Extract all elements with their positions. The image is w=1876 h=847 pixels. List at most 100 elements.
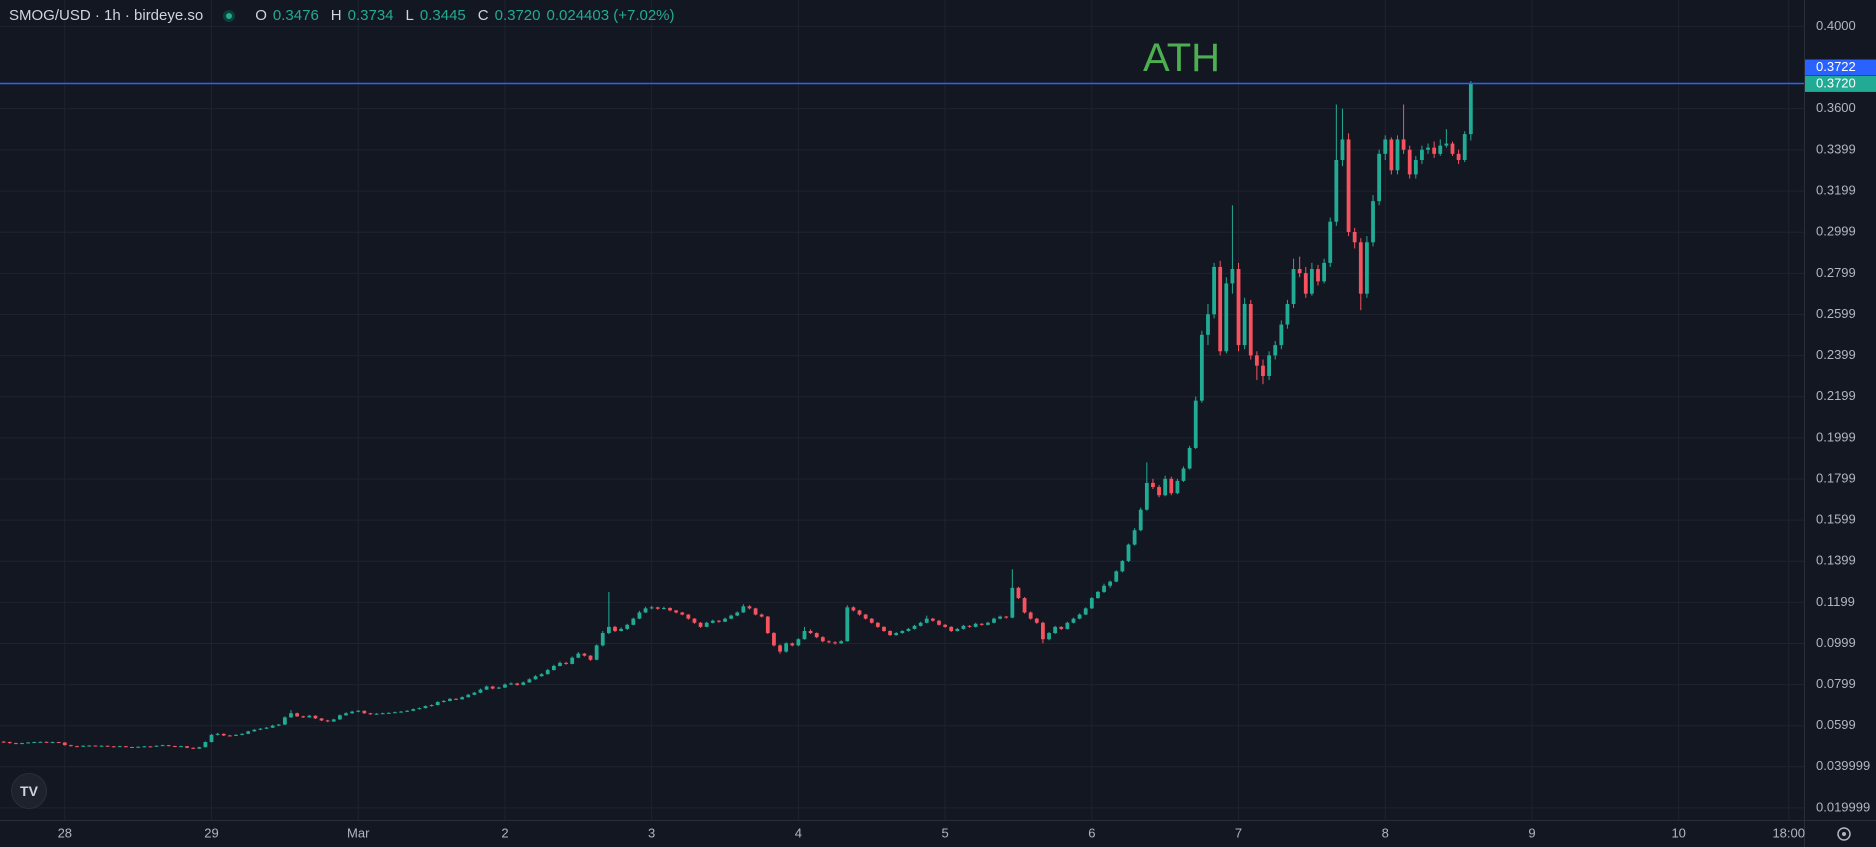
candle-body [1377,153,1382,202]
candle-body [20,743,24,745]
candle-body [1322,262,1327,282]
candle-body [1236,269,1241,346]
candle-body [992,618,996,623]
candle-body [337,715,342,720]
ohlc-value: 0.3720 [494,7,541,24]
settings-icon[interactable] [1834,824,1854,844]
candle-body [1462,134,1467,161]
y-tick-label: 0.1599 [1816,512,1856,527]
candle-body [613,626,617,631]
candle-body [1004,616,1009,618]
candle-body [863,614,868,619]
candle-body [1248,303,1253,356]
candle-body [979,623,984,625]
candle-body [1432,147,1437,154]
candle-body [1218,266,1223,352]
candle-body [1267,355,1271,376]
candle-body [429,705,434,707]
candle-body [655,607,660,609]
candle-body [814,633,819,638]
candle-body [1041,622,1045,640]
candle-body [331,719,336,722]
candle-body [1151,482,1155,488]
candle-body [307,715,312,718]
candle-body [1181,468,1186,481]
candle-body [405,710,410,712]
tv-logo[interactable]: TV [11,773,47,809]
candle-body [393,712,397,714]
candle-body [820,637,825,642]
candle-body [344,713,348,716]
candle-body [1132,530,1137,545]
candle-body [56,742,61,744]
candle-body [423,706,428,709]
candle-body [906,628,911,631]
candle-body [594,645,599,660]
candle-body [1053,626,1058,634]
candle-body [1120,561,1125,572]
candle-body [1114,571,1119,582]
candle-body [111,746,116,748]
candle-body [1395,139,1400,171]
candle-body [729,615,734,619]
candle-body [1224,283,1229,352]
price-tag-label: 0.3722 [1816,59,1856,74]
x-tick-label: 18:00 [1772,825,1805,840]
candle-body [1096,591,1100,599]
candle-body [7,742,12,744]
candle-body [710,620,715,623]
candle-body [154,745,159,747]
candle-body [668,607,672,611]
candle-body [490,686,495,689]
candle-body [1346,139,1351,232]
candle-body [900,630,905,634]
ohlc-key: L [405,7,414,24]
candle-body [62,742,67,746]
candle-body [717,620,721,622]
candle-body [1279,324,1284,346]
x-tick-label: 3 [648,825,655,840]
candle-body [270,725,275,728]
candle-body [765,616,770,634]
candle-body [1034,618,1039,623]
candle-body [1456,153,1461,161]
y-tick-label: 0.3399 [1816,141,1856,156]
x-tick-label: 28 [58,825,72,840]
candle-body [209,734,214,743]
candle-body [894,633,899,636]
ohlc-value: 0.3445 [419,7,466,24]
candle-body [197,747,202,749]
candle-body [313,715,318,719]
candle-body [1413,160,1418,175]
candle-body [949,626,954,631]
candle-body [117,746,122,748]
candle-body [454,698,458,700]
status-dot [223,9,236,22]
y-tick-label: 0.3199 [1816,183,1856,198]
candle-body [503,684,507,688]
candle-body [533,676,538,680]
candle-body [69,745,73,747]
candle-body [1468,83,1473,135]
candle-body [1108,581,1113,586]
candle-body [1083,608,1088,615]
ohlc-key: C [477,7,489,24]
candle-body [1199,334,1204,401]
x-tick-label: 29 [204,825,218,840]
candle-body [276,724,281,726]
candle-body [448,698,452,701]
candle-body [160,745,165,747]
candle-body [680,612,685,615]
candle-body [1065,622,1070,629]
y-tick-label: 0.2599 [1816,306,1856,321]
candle-body [1230,269,1235,284]
candle-body [435,701,440,706]
candle-body [1089,598,1094,609]
ohlc-key: O [255,7,267,24]
candle-body [643,608,648,613]
candle-body [1340,139,1345,161]
candle-body [417,708,422,710]
candle-body [1309,269,1314,294]
candle-body [191,747,196,749]
